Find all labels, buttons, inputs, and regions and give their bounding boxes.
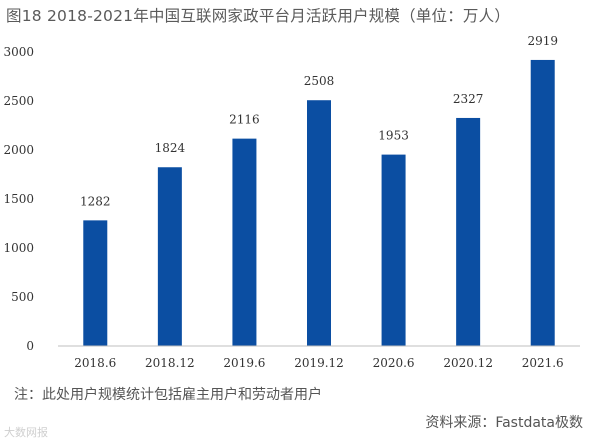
bar-2021-6 (530, 59, 555, 347)
y-tick-label: 500 (11, 290, 34, 304)
bar-2020-12 (456, 117, 481, 346)
bar-2020-6 (381, 154, 406, 346)
bar-2019-6 (232, 138, 257, 346)
value-labels-group: 1282 1824 2116 2508 1953 2327 2919 (80, 34, 558, 208)
y-tick-label: 2000 (3, 143, 34, 157)
footnote: 注：此处用户规模统计包括雇主用户和劳动者用户 (14, 387, 322, 403)
bar-2018-6 (83, 220, 108, 346)
bar-value-label: 2919 (527, 34, 558, 48)
x-tick-label: 2021.6 (522, 356, 564, 370)
bar-value-label: 2116 (229, 113, 260, 127)
bars-group (83, 59, 555, 347)
x-tick-label: 2018.6 (74, 356, 116, 370)
source-label: 资料来源：Fastdata极数 (425, 415, 583, 431)
x-tick-label: 2020.12 (443, 356, 493, 370)
bar-value-label: 1824 (155, 141, 186, 155)
x-tick-label: 2019.12 (294, 356, 344, 370)
bar-value-label: 1282 (80, 194, 111, 208)
watermark: 大数网报 (4, 426, 48, 439)
x-tick-label: 2018.12 (145, 356, 195, 370)
x-tick-label: 2020.6 (373, 356, 415, 370)
y-tick-label: 1000 (3, 241, 34, 255)
y-tick-label: 1500 (3, 192, 34, 206)
chart-title: 图18 2018-2021年中国互联网家政平台月活跃用户规模（单位：万人） (6, 7, 511, 25)
bar-2019-12 (307, 100, 331, 346)
x-axis: 2018.6 2018.12 2019.6 2019.12 2020.6 2020.12 2… (58, 345, 580, 370)
bar-value-label: 1953 (378, 129, 409, 143)
bar-value-label: 2327 (453, 92, 484, 106)
y-tick-label: 2500 (3, 94, 34, 108)
y-tick-label: 3000 (3, 45, 34, 59)
y-tick-label: 0 (26, 339, 34, 353)
bar-2018-12 (157, 167, 182, 346)
x-tick-label: 2019.6 (223, 356, 265, 370)
y-axis: 0 500 1000 1500 2000 2500 3000 (3, 45, 34, 353)
bar-value-label: 2508 (304, 74, 335, 88)
